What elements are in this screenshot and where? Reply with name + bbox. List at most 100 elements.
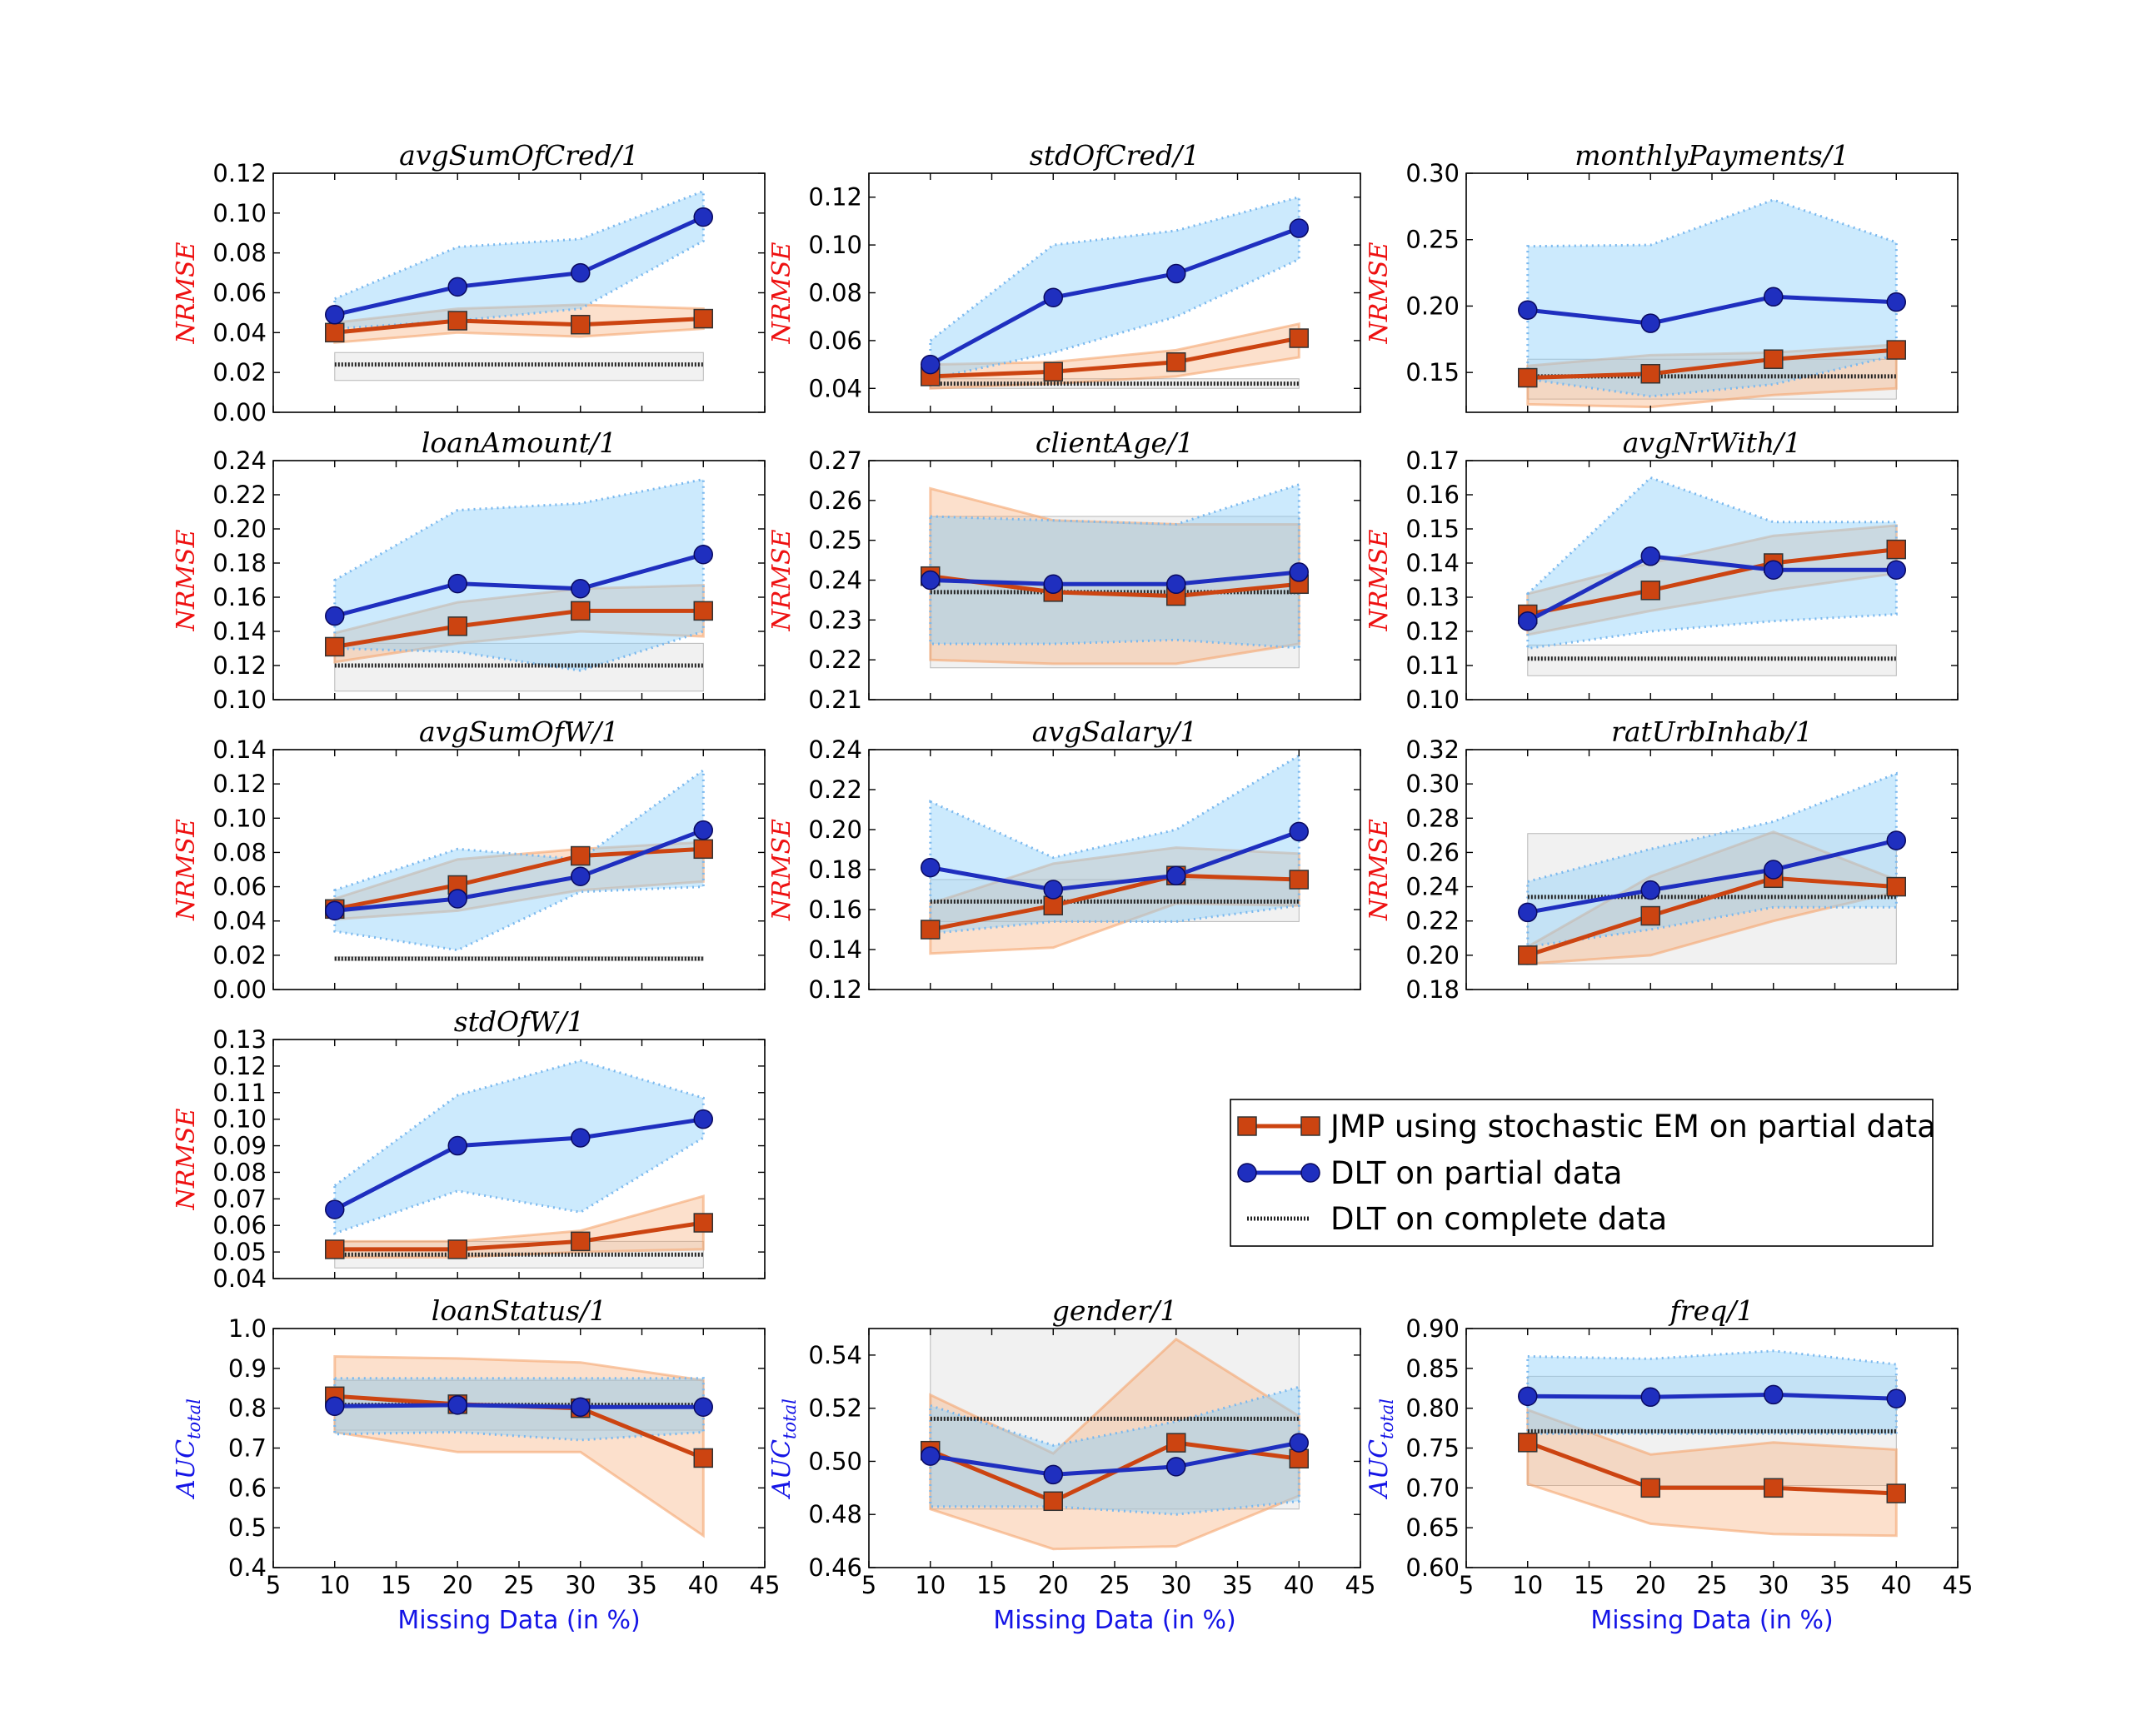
panel-9-jmp-point-20 [447, 1239, 467, 1259]
panel-6-dlt-point-10 [325, 900, 345, 921]
panel-3-ytick-label: 0.18 [212, 549, 267, 577]
panel-0-plot-area [325, 189, 713, 381]
panel-3-dlt-point-30 [571, 579, 591, 599]
panel-5-ytick-label: 0.17 [1405, 446, 1460, 475]
legend-marker-jmp-right [1300, 1116, 1320, 1136]
panel-9-ylabel: NRMSE [172, 1108, 201, 1210]
legend-entry-dlt: DLT on partial data [1237, 1155, 1622, 1191]
panel-7-dlt-point-10 [921, 857, 941, 878]
panel-6-dlt-line [334, 828, 705, 913]
panel-8-ytick-label: 0.28 [1405, 804, 1460, 832]
panel-5: 0.10 0.11 0.12 0.13 0.14 0.15 0.16 0.17 avgNrWit… [1365, 426, 1959, 714]
panel-4-ytick-label: 0.22 [808, 646, 862, 674]
panel-7-plot-area [921, 753, 1309, 955]
legend-frame [1230, 1099, 1934, 1247]
panel-12-xlabel: Missing Data (in %) [1590, 1606, 1833, 1635]
panel-10-xtick-label: 25 [504, 1571, 535, 1599]
panel-8-dlt-band [1526, 771, 1898, 949]
panel-1-dlt-band [929, 195, 1300, 381]
panel-5-dlt-point-30 [1764, 560, 1784, 580]
panel-10-xtick-label: 45 [750, 1571, 781, 1599]
panel-0-ylabel: NRMSE [172, 242, 201, 344]
panel-9-jmp-line [334, 1220, 704, 1252]
panel-5-dlt-point-20 [1640, 546, 1660, 566]
panel-2-plot-area [1518, 198, 1906, 409]
panel-0-title: avgSumOfCred/1 [399, 139, 639, 172]
panel-12-xtick-label: 10 [1512, 1571, 1543, 1599]
panel-12-jmp-point-20 [1640, 1478, 1660, 1498]
panel-10-xtick-label: 5 [266, 1571, 281, 1599]
panel-0-dlt-point-20 [447, 277, 467, 297]
panel-8-jmp-line [1527, 875, 1897, 958]
legend-label-complete: DLT on complete data [1330, 1201, 1667, 1237]
panel-0-jmp-point-30 [571, 315, 591, 335]
panel-9-jmp-band [333, 1194, 705, 1259]
panel-10: 0.4 0.5 0.6 0.7 0.8 0.9 1.0 5 10 15 20 25 30 35 40 45 lo… [172, 1294, 780, 1635]
panel-10-ytick-label: 0.6 [228, 1473, 267, 1502]
panel-3-dlt-band [333, 477, 705, 672]
panel-8-dlt-point-20 [1640, 880, 1660, 900]
panel-9-dlt-point-40 [693, 1109, 713, 1129]
panel-6-ytick-label: 0.10 [212, 804, 267, 832]
panel-7-dlt-band [929, 753, 1300, 935]
panel-3-ytick-label: 0.12 [212, 651, 267, 680]
panel-9-dlt-line [333, 1117, 704, 1212]
panel-7-dlt-line [930, 830, 1300, 892]
legend-marker-jmp-left [1237, 1116, 1257, 1136]
panel-12-ytick-label: 0.80 [1405, 1394, 1460, 1423]
panel-6: 0.00 0.02 0.04 0.06 0.08 0.10 0.12 0.14 avgSumOf… [172, 715, 766, 1004]
panel-2-jmp-point-20 [1640, 364, 1660, 384]
panel-12-dlt-point-30 [1764, 1384, 1784, 1405]
panel-6-ytick-label: 0.06 [212, 873, 267, 901]
panel-10-xtick-label: 40 [688, 1571, 719, 1599]
panel-11-jmp-point-20 [1043, 1491, 1063, 1512]
panel-8-plot-area [1518, 771, 1906, 965]
panel-1-ytick-label: 0.12 [808, 183, 862, 212]
panel-3-jmp-point-40 [693, 601, 713, 621]
panel-0-ytick-label: 0.00 [212, 398, 267, 426]
panel-12-ylabel-subscript: total [1377, 1398, 1397, 1439]
panel-11: 0.46 0.48 0.50 0.52 0.54 5 10 15 20 25 30 35 40 45 gen… [767, 1294, 1375, 1635]
panel-10-dlt-point-40 [693, 1397, 713, 1417]
panel-7-jmp-point-10 [921, 920, 941, 940]
panel-3-title: loanAmount/1 [422, 426, 616, 459]
panel-3-jmp-point-30 [571, 601, 591, 621]
panel-8-ytick-label: 0.24 [1405, 873, 1460, 901]
panel-12-jmp-point-30 [1764, 1478, 1784, 1498]
legend-marker-dlt-left [1237, 1163, 1257, 1183]
panel-9-ytick-label: 0.04 [212, 1264, 267, 1293]
panel-2-jmp-point-40 [1886, 340, 1906, 360]
panel-4-plot-area [921, 482, 1309, 669]
panel-9-dlt-point-10 [325, 1199, 345, 1219]
panel-5-dlt-point-10 [1518, 611, 1538, 631]
panel-0-ytick-label: 0.12 [212, 159, 267, 187]
panel-8-dlt-point-10 [1518, 902, 1538, 923]
panel-11-xtick-label: 10 [915, 1571, 946, 1599]
panel-8-ytick-label: 0.26 [1405, 838, 1460, 866]
panel-8-jmp-point-40 [1886, 876, 1906, 897]
panel-9-jmp-point-30 [571, 1231, 591, 1252]
panel-12-xtick-label: 25 [1697, 1571, 1728, 1599]
panel-9-ytick-label: 0.08 [212, 1158, 267, 1186]
panel-1-dlt-point-30 [1166, 263, 1186, 284]
panel-6-dlt-point-30 [571, 866, 591, 886]
panel-9-ytick-label: 0.12 [212, 1052, 267, 1080]
panel-11-ylabel: AUCtotal [767, 1398, 800, 1500]
panel-9-ytick-label: 0.09 [212, 1132, 267, 1160]
panel-8-ytick-label: 0.32 [1405, 735, 1460, 764]
panel-2-title: monthlyPayments/1 [1575, 139, 1849, 172]
panel-0-ytick-label: 0.04 [212, 318, 267, 346]
panel-5-ytick-label: 0.16 [1405, 481, 1460, 509]
legend-marker-dlt-right [1300, 1163, 1320, 1183]
panel-7-ylabel: NRMSE [767, 819, 796, 921]
panel-10-dlt-line [334, 1403, 704, 1409]
panel-8-ylabel: NRMSE [1365, 819, 1394, 921]
panel-6-jmp-point-30 [571, 845, 591, 866]
panel-6-ytick-label: 0.00 [212, 975, 267, 1004]
panel-9-ytick-label: 0.07 [212, 1184, 267, 1213]
panel-11-xtick-label: 25 [1100, 1571, 1130, 1599]
panel-6-jmp-point-40 [693, 839, 713, 860]
panel-0-background [273, 173, 765, 412]
panel-10-ylabel-main: AUC [172, 1439, 201, 1500]
panel-0-jmp-line [334, 317, 704, 335]
